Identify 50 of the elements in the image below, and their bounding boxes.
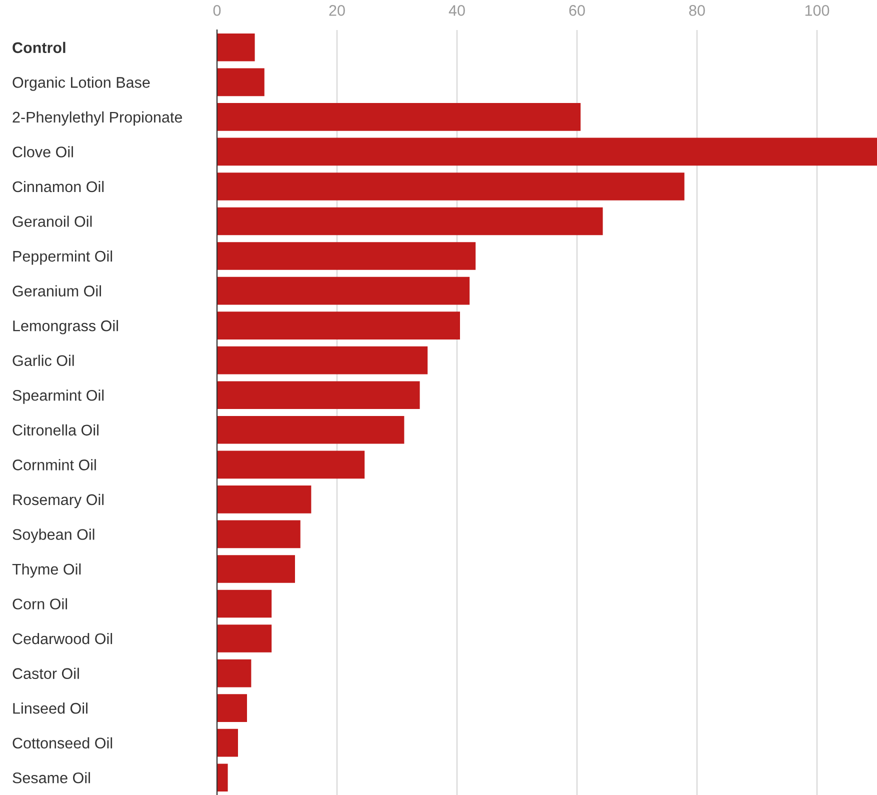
y-tick-label: Sesame Oil bbox=[12, 772, 90, 784]
y-tick-label: Citronella Oil bbox=[12, 424, 98, 436]
bar bbox=[217, 103, 581, 131]
x-tick-label: 100 bbox=[805, 5, 830, 16]
y-tick-label: Cinnamon Oil bbox=[12, 180, 104, 192]
y-tick-label: Soybean Oil bbox=[12, 528, 94, 543]
bar bbox=[217, 242, 476, 270]
y-tick-label: Geranoil Oil bbox=[12, 216, 92, 227]
y-tick-label: Clove Oil bbox=[12, 146, 73, 158]
y-tick-label: Spearmint Oil bbox=[12, 390, 104, 404]
x-tick-label: 80 bbox=[689, 5, 705, 16]
y-tick-label: 2-Phenylethyl Propionate bbox=[12, 111, 182, 126]
y-tick-label: Peppermint Oil bbox=[13, 250, 112, 265]
bar bbox=[217, 138, 877, 166]
bar bbox=[217, 68, 264, 96]
y-tick-label: Corn Oil bbox=[12, 598, 68, 610]
y-tick-label: Cornmint Oil bbox=[12, 459, 96, 470]
y-tick-label: Rosemary Oil bbox=[13, 494, 104, 508]
bar bbox=[217, 450, 365, 479]
bar bbox=[217, 659, 252, 688]
y-tick-label: Geranium Oil bbox=[12, 285, 101, 296]
y-tick-label: Cedarwood Oil bbox=[12, 632, 112, 644]
y-tick-label: Organic Lotion Base bbox=[12, 76, 150, 91]
bar bbox=[217, 312, 460, 340]
x-tick-label: 0 bbox=[213, 5, 221, 16]
bar bbox=[217, 728, 238, 757]
y-tick-label: Thyme Oil bbox=[12, 563, 81, 578]
bar bbox=[217, 207, 603, 236]
bar bbox=[217, 346, 428, 374]
bar bbox=[217, 624, 272, 652]
x-tick-label: 60 bbox=[569, 5, 585, 16]
bar bbox=[217, 172, 684, 200]
bar bbox=[217, 486, 312, 514]
bar bbox=[217, 416, 404, 444]
x-tick-label: 20 bbox=[329, 5, 345, 16]
bar bbox=[217, 764, 228, 792]
y-tick-label: Cottonseed Oil bbox=[12, 737, 112, 749]
bar bbox=[217, 33, 255, 62]
bar bbox=[217, 276, 470, 305]
bar bbox=[217, 590, 272, 618]
bar bbox=[217, 694, 247, 722]
x-tick-label: 40 bbox=[448, 5, 465, 16]
bar bbox=[217, 381, 420, 410]
bar bbox=[217, 555, 295, 583]
y-tick-label: Linseed Oil bbox=[13, 702, 88, 714]
y-tick-label: Lemongrass Oil bbox=[13, 320, 118, 334]
bar bbox=[217, 520, 300, 548]
y-tick-label: Castor Oil bbox=[12, 668, 79, 679]
y-tick-label: Garlic Oil bbox=[12, 354, 74, 366]
y-tick-label: Control bbox=[12, 42, 66, 54]
